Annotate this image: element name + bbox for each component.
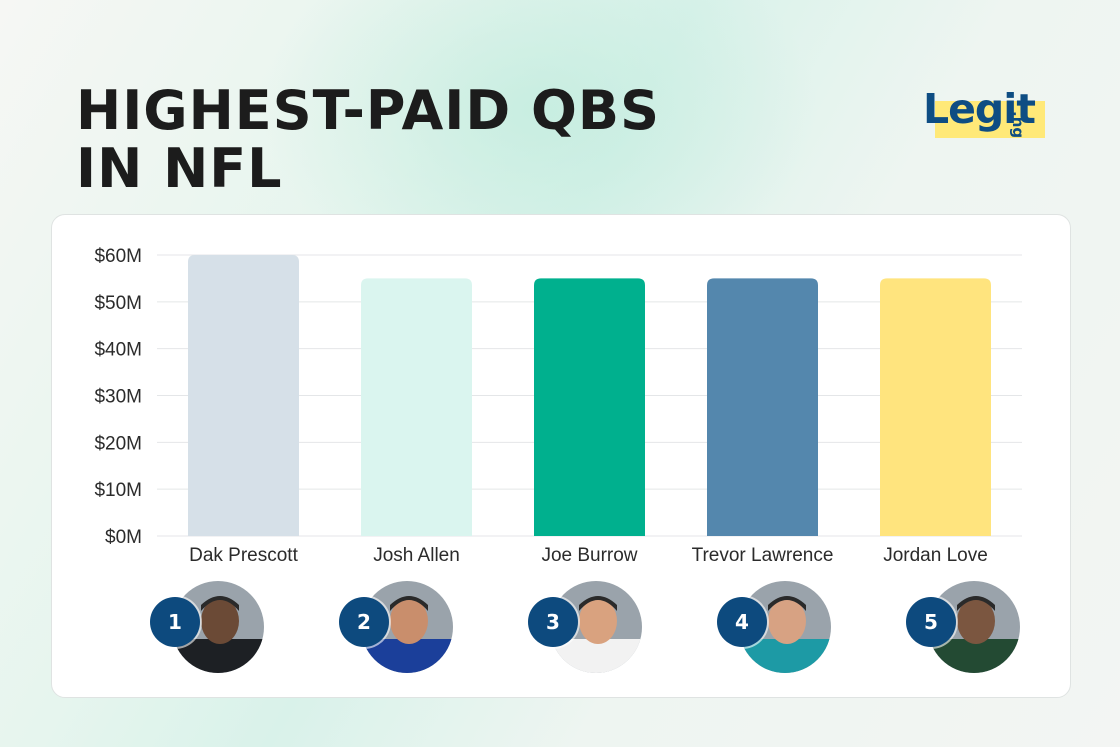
x-tick-label: Joe Burrow (541, 545, 637, 566)
y-tick-label: $20M (94, 433, 142, 454)
logo-highlight (935, 101, 1045, 138)
bar (707, 278, 818, 536)
y-tick-label: $50M (94, 293, 142, 314)
player-badge-group: 3 (528, 581, 644, 673)
bar (880, 278, 991, 536)
y-tick-label: $40M (94, 340, 142, 361)
x-tick-label: Jordan Love (883, 545, 988, 566)
x-tick-label: Dak Prescott (189, 545, 298, 566)
rank-badge: 4 (717, 597, 767, 647)
bar (534, 278, 645, 536)
player-badge-group: 1 (150, 581, 266, 673)
page-title: HIGHEST-PAID QBS IN NFL (76, 79, 660, 200)
y-tick-label: $0M (105, 527, 142, 548)
bar (361, 278, 472, 536)
y-tick-label: $30M (94, 387, 142, 408)
logo-suffix: .ng (1009, 111, 1027, 139)
x-tick-label: Josh Allen (373, 545, 460, 566)
rank-badge: 2 (339, 597, 389, 647)
player-badge-group: 4 (717, 581, 833, 673)
x-tick-label: Trevor Lawrence (692, 545, 834, 566)
rank-badge: 3 (528, 597, 578, 647)
player-badge-group: 5 (906, 581, 1022, 673)
y-tick-label: $10M (94, 480, 142, 501)
bar (188, 255, 299, 536)
rank-badge: 1 (150, 597, 200, 647)
y-tick-label: $60M (94, 246, 142, 267)
legit-logo: Legit .ng (923, 85, 1053, 141)
bar-chart: $0M $10M $20M $30M $40M $50M $60M Dak Prescott J… (94, 246, 1022, 566)
player-badge-group: 2 (339, 581, 455, 673)
rank-badge: 5 (906, 597, 956, 647)
logo-word: Legit (923, 85, 1036, 133)
